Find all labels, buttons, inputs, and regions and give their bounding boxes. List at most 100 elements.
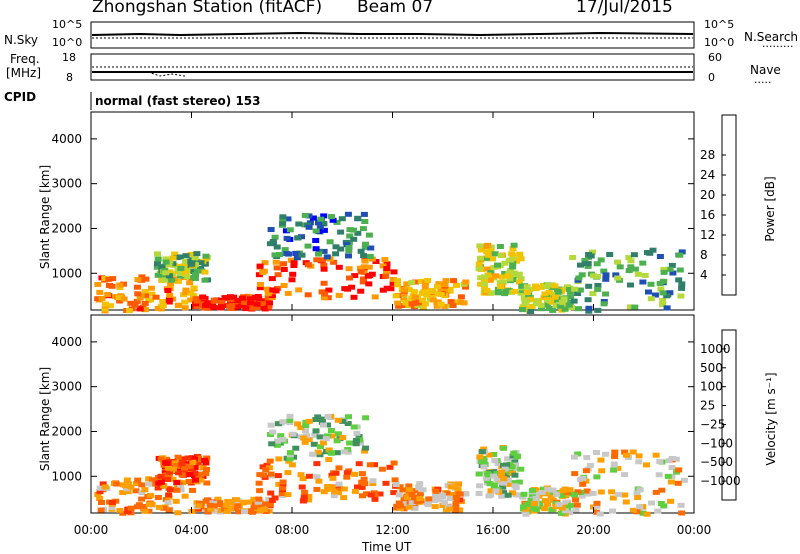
- echo-cell: [367, 245, 375, 251]
- echo-cell: [113, 481, 120, 487]
- echo-cell: [318, 419, 326, 425]
- echo-cell: [627, 304, 634, 310]
- echo-cell: [305, 213, 313, 219]
- echo-cell: [364, 273, 372, 279]
- echo-cell: [511, 472, 519, 478]
- echo-cell: [411, 506, 419, 511]
- echo-cell: [204, 305, 212, 311]
- echo-cell: [305, 497, 313, 503]
- echo-cell: [382, 480, 390, 486]
- echo-cell: [379, 287, 387, 293]
- echo-cell: [312, 417, 320, 422]
- echo-cell: [392, 293, 400, 299]
- echo-cell: [606, 252, 614, 257]
- echo-cell: [191, 276, 199, 281]
- echo-cell: [160, 505, 168, 511]
- echo-cell: [667, 479, 675, 485]
- echo-cell: [195, 455, 203, 461]
- echo-cell: [559, 488, 567, 494]
- echo-cell: [523, 284, 531, 290]
- echo-cell: [360, 253, 368, 259]
- echo-cell: [174, 454, 182, 460]
- echo-cell: [168, 277, 176, 283]
- echo-cell: [249, 509, 257, 515]
- echo-cell: [585, 283, 593, 289]
- colorbar-tick-label: 16: [700, 208, 715, 222]
- echo-cell: [516, 251, 524, 257]
- echo-cell: [286, 227, 294, 233]
- echo-cell: [371, 496, 379, 502]
- echo-cell: [614, 275, 622, 281]
- echo-cell: [549, 492, 557, 497]
- echo-cell: [440, 287, 448, 293]
- echo-cell: [383, 261, 391, 267]
- echo-cell: [254, 499, 262, 505]
- echo-cell: [199, 464, 207, 470]
- echo-cell: [477, 275, 485, 281]
- echo-cell: [268, 441, 276, 447]
- echo-cell: [615, 491, 622, 497]
- echo-cell: [494, 290, 502, 296]
- echo-cell: [189, 459, 197, 465]
- echo-cell: [259, 269, 267, 275]
- echo-cell: [152, 294, 160, 300]
- echo-cell: [562, 499, 570, 505]
- echo-cell: [141, 300, 149, 306]
- echo-cell: [94, 492, 102, 497]
- echo-cell: [350, 236, 358, 242]
- echo-cell: [425, 496, 433, 502]
- echo-cell: [314, 414, 322, 420]
- echo-cell: [166, 273, 173, 279]
- echo-cell: [360, 211, 368, 217]
- echo-cell: [575, 275, 583, 281]
- echo-cell: [513, 454, 521, 460]
- echo-cell: [210, 503, 218, 509]
- echo-cell: [660, 278, 668, 284]
- echo-cell: [536, 504, 544, 510]
- echo-cell: [268, 276, 276, 282]
- echo-cell: [346, 440, 354, 446]
- echo-cell: [441, 303, 449, 309]
- echo-cell: [572, 497, 579, 503]
- y-tick-label: 3000: [51, 177, 82, 191]
- echo-cell: [361, 219, 369, 224]
- echo-cell: [500, 445, 508, 451]
- echo-cell: [446, 495, 454, 501]
- echo-cell: [491, 458, 499, 464]
- echo-cell: [279, 485, 287, 491]
- echo-cell: [147, 492, 155, 498]
- echo-cell: [305, 418, 313, 424]
- echo-cell: [527, 497, 535, 503]
- colorbar-tick-label: −25: [700, 417, 725, 431]
- echo-cell: [173, 487, 181, 493]
- echo-cell: [284, 216, 292, 222]
- echo-cell: [532, 490, 540, 496]
- echo-cell: [206, 500, 214, 506]
- echo-cell: [517, 290, 525, 296]
- echo-cell: [660, 266, 668, 272]
- echo-cell: [210, 304, 218, 310]
- echo-cell: [350, 424, 358, 430]
- power-colorbar-label: Power [dB]: [763, 176, 777, 242]
- echo-cell: [162, 259, 170, 265]
- echo-cell: [630, 252, 638, 258]
- echo-cell: [227, 506, 235, 511]
- echo-cell: [362, 415, 370, 421]
- echo-cell: [602, 276, 610, 282]
- echo-cell: [456, 491, 464, 497]
- echo-cell: [134, 477, 142, 483]
- echo-cell: [313, 474, 321, 480]
- echo-cell: [257, 282, 264, 287]
- echo-cell: [560, 296, 568, 302]
- echo-cell: [266, 300, 273, 306]
- echo-cell: [263, 501, 271, 507]
- echo-cell: [176, 484, 184, 490]
- echo-cell: [333, 219, 341, 225]
- echo-cell: [395, 500, 403, 506]
- echo-cell: [631, 266, 639, 272]
- echo-cell: [663, 293, 671, 299]
- echo-cell: [312, 428, 320, 434]
- echo-cell: [511, 288, 519, 294]
- echo-cell: [633, 509, 641, 515]
- echo-cell: [354, 215, 362, 221]
